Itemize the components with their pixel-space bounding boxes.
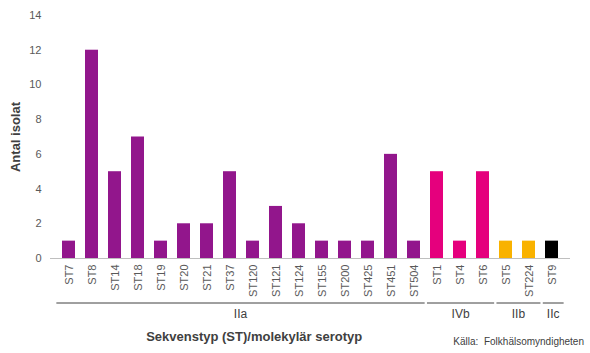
svg-text:2: 2 [35,217,41,229]
svg-text:0: 0 [35,252,41,264]
svg-text:ST18: ST18 [132,265,144,291]
svg-text:ST21: ST21 [201,265,213,291]
svg-text:ST504: ST504 [408,265,420,297]
svg-text:ST1: ST1 [431,265,443,285]
svg-text:12: 12 [29,44,41,56]
svg-text:Sekvenstyp (ST)/molekylär sero: Sekvenstyp (ST)/molekylär serotyp [146,329,362,344]
svg-text:ST20: ST20 [178,265,190,291]
svg-text:4: 4 [35,183,41,195]
svg-text:ST451: ST451 [385,265,397,297]
svg-text:6: 6 [35,148,41,160]
svg-text:IIb: IIb [512,307,526,321]
svg-text:ST19: ST19 [155,265,167,291]
svg-text:ST425: ST425 [362,265,374,297]
svg-text:ST4: ST4 [454,265,466,285]
svg-text:ST121: ST121 [270,265,282,297]
svg-text:ST37: ST37 [224,265,236,291]
svg-text:ST8: ST8 [86,265,98,285]
svg-text:ST124: ST124 [293,265,305,297]
svg-text:ST5: ST5 [500,265,512,285]
svg-text:10: 10 [29,78,41,90]
svg-text:Källa: Folkhälsomyndigheten: Källa: Folkhälsomyndigheten [453,336,584,347]
svg-text:ST14: ST14 [109,265,121,291]
svg-text:IIa: IIa [234,307,248,321]
svg-text:ST6: ST6 [477,265,489,285]
svg-text:Antal isolat: Antal isolat [8,101,23,172]
svg-text:IVb: IVb [452,307,470,321]
svg-text:ST9: ST9 [546,265,558,285]
svg-text:14: 14 [29,9,41,21]
svg-text:ST155: ST155 [316,265,328,297]
svg-text:8: 8 [35,113,41,125]
svg-text:ST224: ST224 [523,265,535,297]
svg-text:ST7: ST7 [63,265,75,285]
svg-text:ST120: ST120 [247,265,259,297]
svg-text:ST200: ST200 [339,265,351,297]
svg-text:IIc: IIc [547,307,560,321]
